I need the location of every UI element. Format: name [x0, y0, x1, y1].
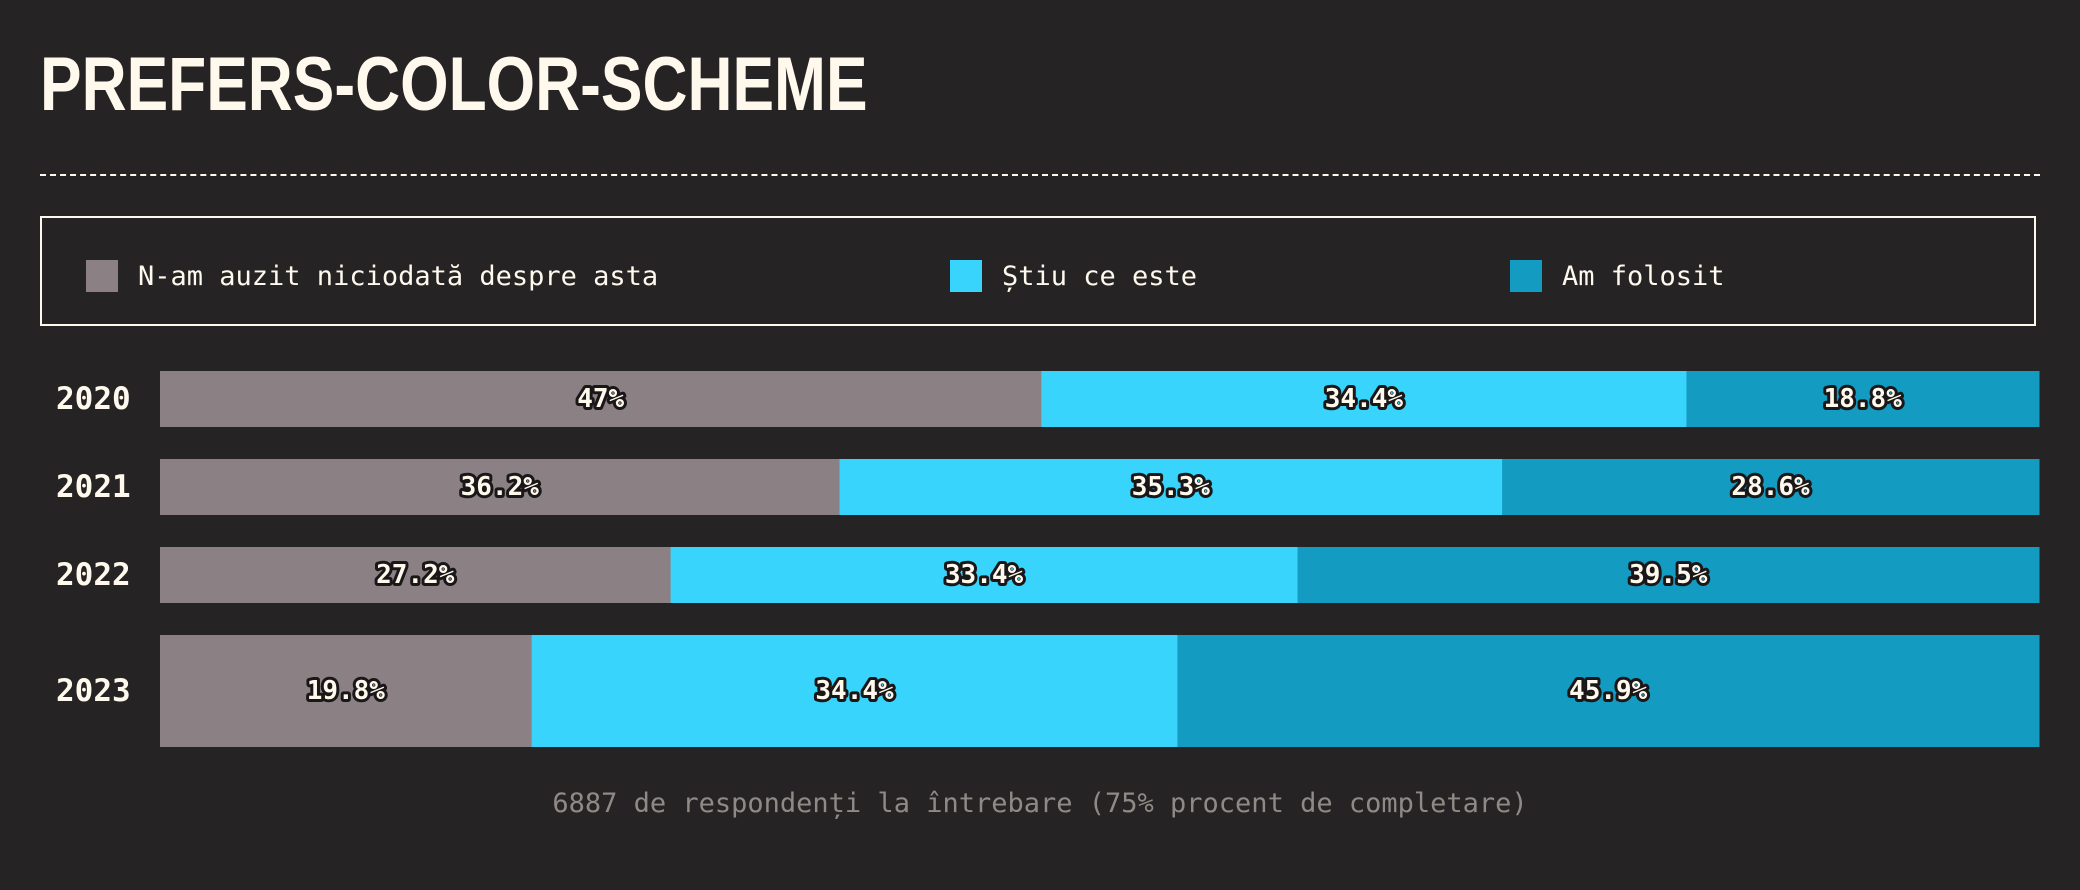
bar-label-2023-used-it: 45.9% — [1569, 676, 1648, 706]
legend: N-am auzit niciodată despre asta Știu ce… — [40, 216, 2036, 326]
legend-item-used-it[interactable]: Am folosit — [1510, 260, 1725, 292]
bar-label-2021-used-it: 28.6% — [1731, 472, 1810, 502]
bar-2021-used-it[interactable] — [1502, 459, 2040, 515]
year-label-2023: 2023 — [56, 673, 131, 709]
legend-item-never-heard[interactable]: N-am auzit niciodată despre asta — [86, 260, 658, 292]
legend-label-know-what-it-is: Știu ce este — [1002, 260, 1198, 292]
year-label-2021: 2021 — [56, 469, 131, 505]
legend-swatch-never-heard — [86, 260, 118, 292]
bar-2020-never-heard[interactable] — [160, 371, 1042, 427]
bar-label-2020-know-what-it-is: 34.4% — [1325, 384, 1404, 414]
bar-2023-used-it[interactable] — [1177, 635, 2040, 747]
legend-label-used-it: Am folosit — [1562, 260, 1725, 292]
legend-label-never-heard: N-am auzit niciodată despre asta — [138, 260, 659, 292]
bar-2023-know-what-it-is[interactable] — [531, 635, 1178, 747]
bar-label-2021-never-heard: 36.2% — [461, 472, 540, 502]
year-label-2022: 2022 — [56, 557, 131, 593]
bar-label-2020-used-it: 18.8% — [1824, 384, 1903, 414]
bar-label-2020-never-heard: 47% — [577, 384, 624, 414]
bar-label-2023-know-what-it-is: 34.4% — [815, 676, 894, 706]
bar-label-2021-know-what-it-is: 35.3% — [1132, 472, 1211, 502]
chart-title: PREFERS-COLOR-SCHEME — [40, 42, 868, 127]
legend-item-know-what-it-is[interactable]: Știu ce este — [950, 260, 1197, 292]
bar-label-2022-used-it: 39.5% — [1629, 560, 1708, 590]
bar-label-2022-know-what-it-is: 33.4% — [945, 560, 1024, 590]
bar-2022-used-it[interactable] — [1297, 547, 2040, 603]
bar-2020-know-what-it-is[interactable] — [1041, 371, 1687, 427]
bar-2020-used-it[interactable] — [1686, 371, 2040, 427]
bar-2022-never-heard[interactable] — [160, 547, 672, 603]
bar-label-2023-never-heard: 19.8% — [307, 676, 386, 706]
bar-2021-know-what-it-is[interactable] — [839, 459, 1503, 515]
respondents-footnote: 6887 de respondenți la întrebare (75% pr… — [552, 788, 1528, 819]
bar-label-2022-never-heard: 27.2% — [376, 560, 455, 590]
legend-swatch-know-what-it-is — [950, 260, 982, 292]
title-divider — [40, 174, 2040, 176]
legend-swatch-used-it — [1510, 260, 1542, 292]
year-label-2020: 2020 — [56, 381, 131, 417]
bar-2021-never-heard[interactable] — [160, 459, 841, 515]
bar-2023-never-heard[interactable] — [160, 635, 533, 747]
bar-2022-know-what-it-is[interactable] — [670, 547, 1299, 603]
